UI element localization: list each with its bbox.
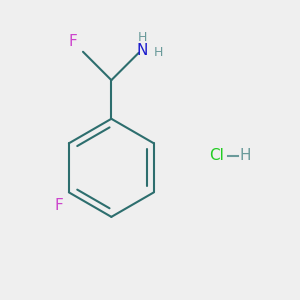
Text: Cl: Cl <box>209 148 224 164</box>
Text: F: F <box>54 198 63 213</box>
Text: H: H <box>154 46 163 59</box>
Text: F: F <box>68 34 77 49</box>
Text: H: H <box>138 32 147 44</box>
Text: H: H <box>239 148 251 164</box>
Text: N: N <box>136 43 148 58</box>
